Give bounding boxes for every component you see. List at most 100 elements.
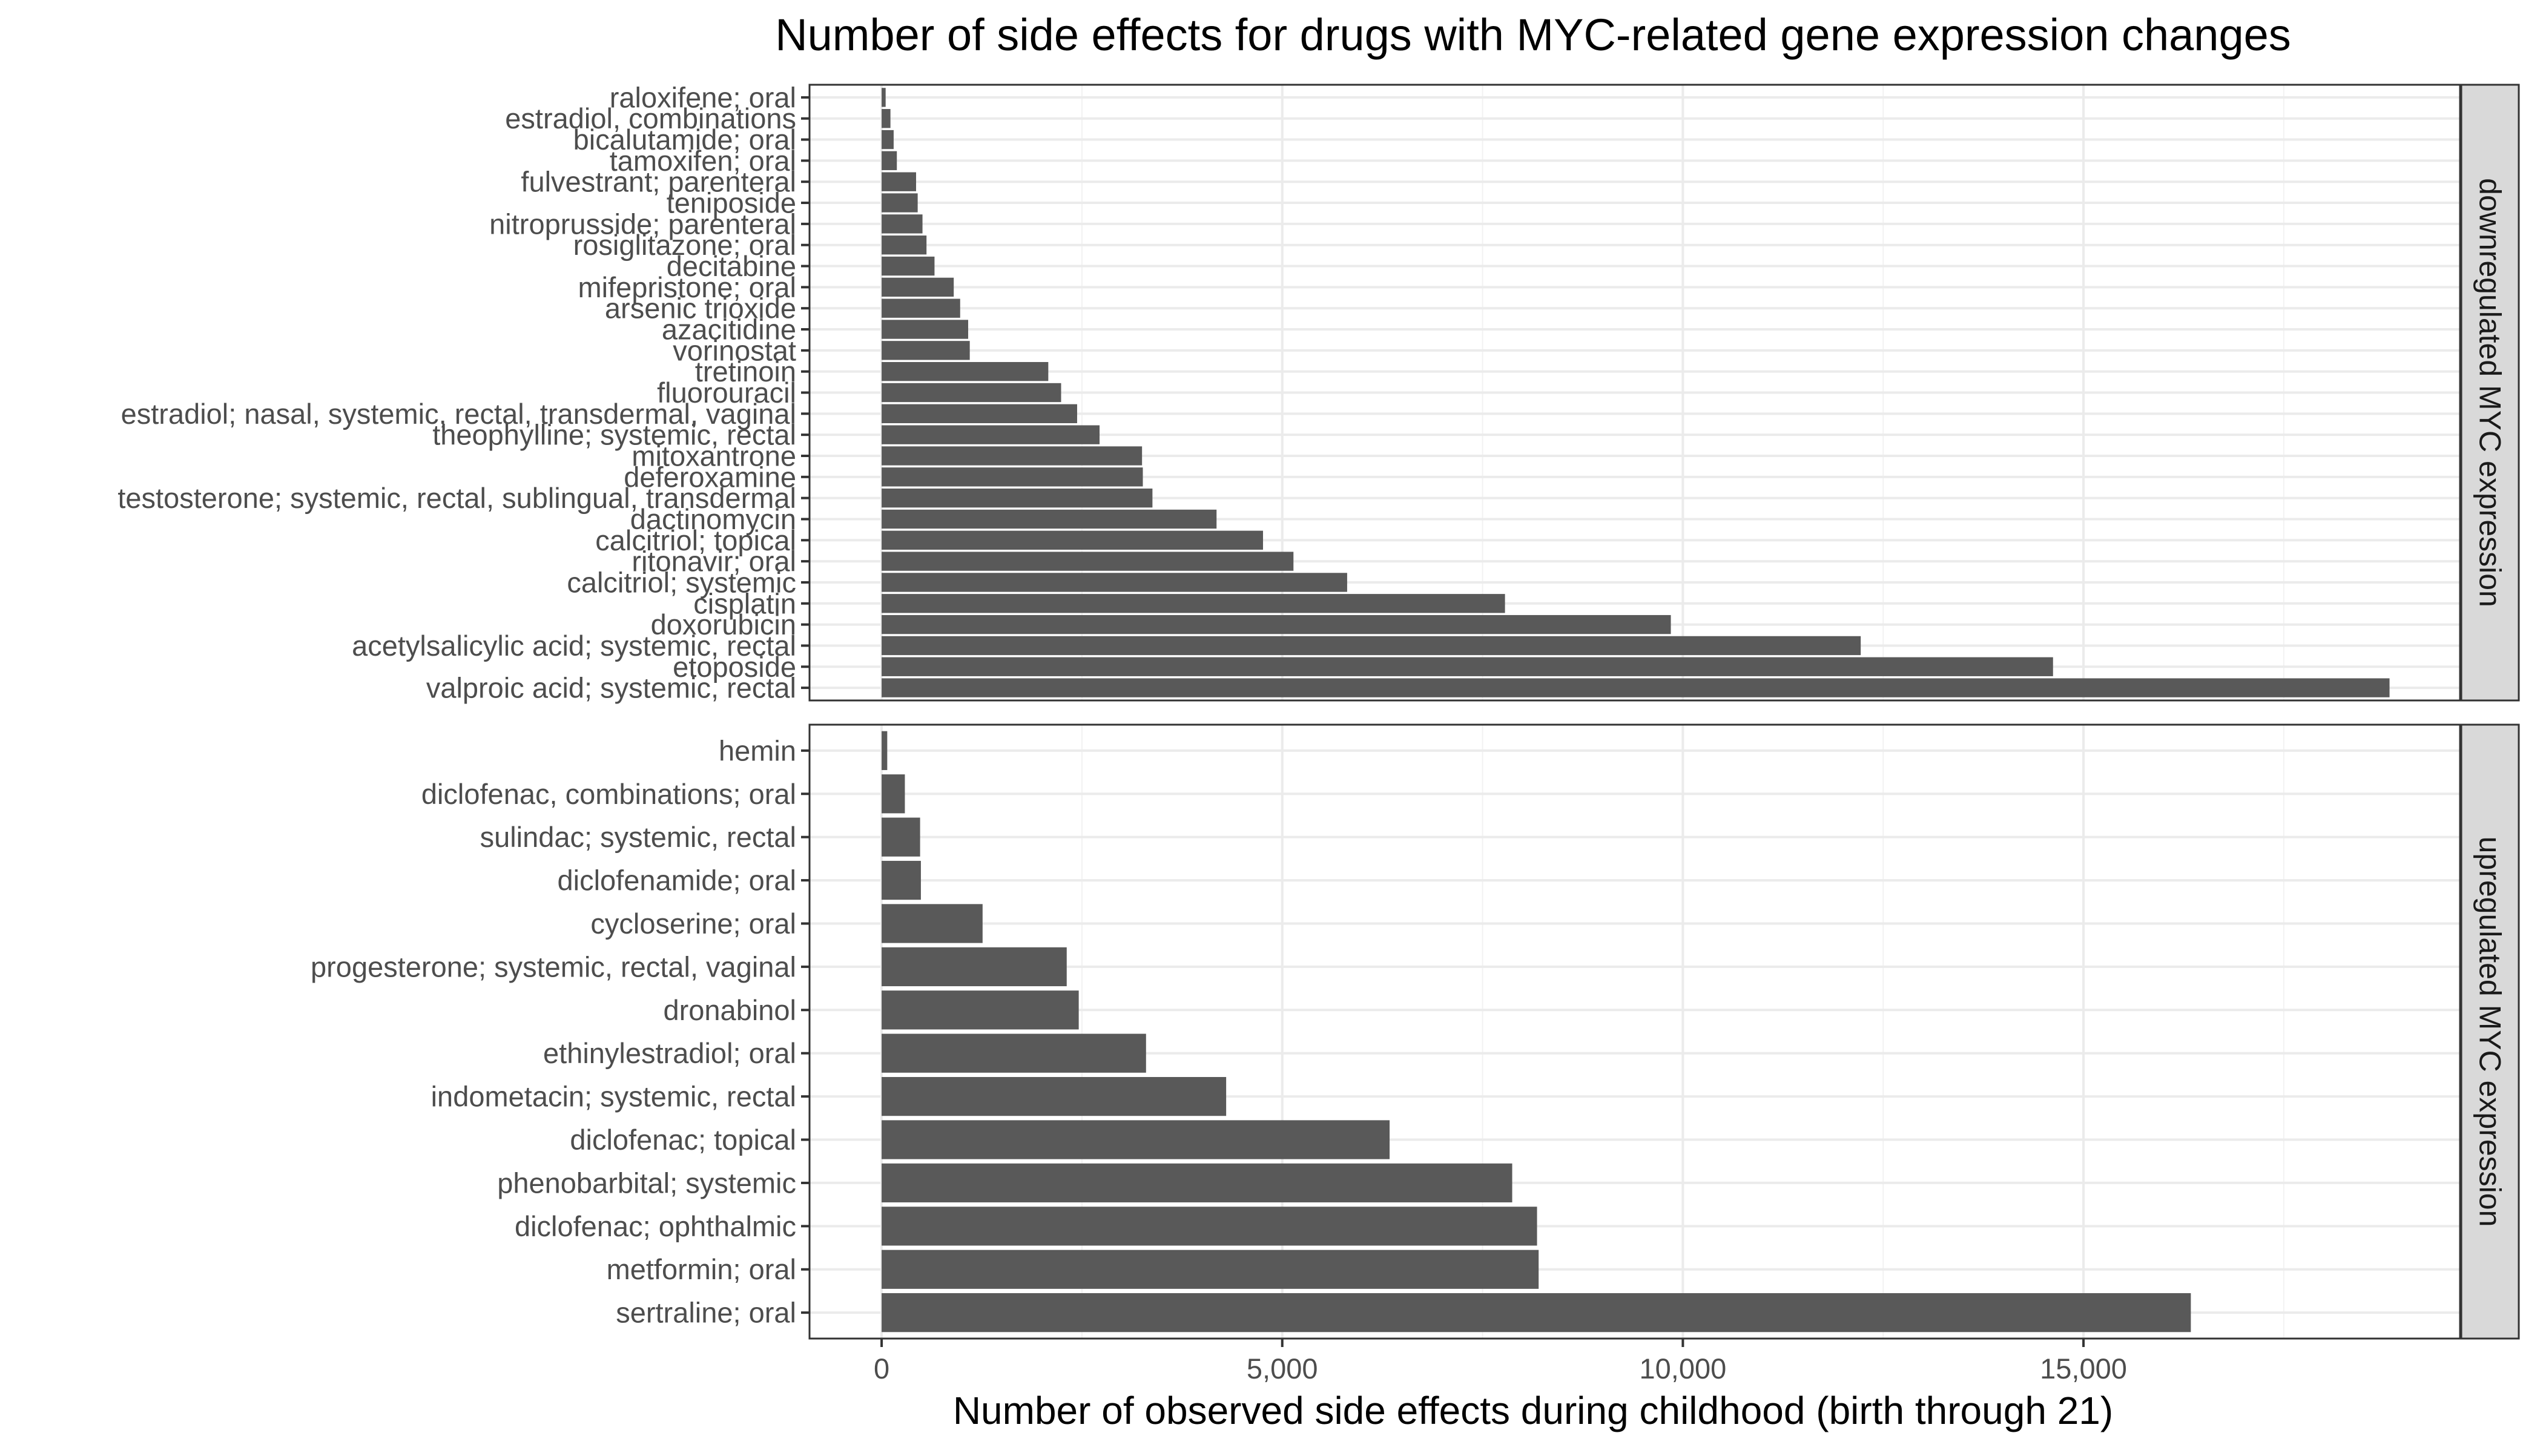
category-label: deferoxamine: [624, 461, 796, 493]
category-label: valproic acid; systemic, rectal: [426, 672, 796, 704]
category-label: tamoxifen; oral: [610, 145, 796, 177]
bar: [882, 594, 1505, 613]
category-label: mifepristone; oral: [578, 271, 797, 303]
x-tick-label: 5,000: [1247, 1352, 1318, 1385]
category-label: dactinomycin: [630, 503, 796, 535]
bar: [882, 109, 891, 128]
category-label: diclofenac; topical: [570, 1124, 796, 1156]
bar: [882, 1163, 1512, 1203]
bar: [882, 904, 983, 943]
bar: [882, 467, 1143, 487]
bar: [882, 341, 970, 360]
category-label: phenobarbital; systemic: [497, 1167, 796, 1199]
bar: [882, 1250, 1539, 1289]
bar: [882, 774, 905, 814]
category-label: decitabine: [667, 250, 796, 282]
bar: [882, 361, 1049, 381]
category-label: estradiol, combinations: [505, 102, 796, 134]
category-label: mitoxantrone: [632, 440, 796, 472]
bar: [882, 990, 1079, 1030]
category-label: diclofenac, combinations; oral: [421, 778, 796, 810]
bar: [882, 731, 888, 770]
category-label: cisplatin: [693, 587, 796, 619]
category-label: ritonavir; oral: [632, 545, 796, 578]
bar: [882, 404, 1077, 424]
bar: [882, 277, 954, 297]
category-label: teniposide: [667, 187, 796, 219]
x-axis-label: Number of observed side effects during c…: [953, 1389, 2113, 1432]
category-label: dronabinol: [663, 994, 796, 1026]
bar: [882, 636, 1861, 656]
category-label: vorinostat: [673, 334, 796, 366]
category-label: rosiglitazone; oral: [573, 229, 796, 261]
category-label: calcitriol; topical: [595, 524, 796, 556]
bar: [882, 151, 897, 171]
bar: [882, 1293, 2191, 1332]
category-label: ethinylestradiol; oral: [543, 1037, 796, 1069]
category-label: metformin; oral: [607, 1253, 796, 1285]
category-label: hemin: [719, 734, 796, 766]
category-label: sulindac; systemic, rectal: [480, 821, 796, 853]
bar: [882, 130, 894, 150]
category-label: etoposide: [673, 651, 796, 683]
category-label: diclofenamide; oral: [558, 865, 797, 897]
x-tick-label: 10,000: [1640, 1352, 1727, 1385]
bar: [882, 488, 1153, 508]
category-label: doxorubicin: [651, 608, 796, 641]
category-label: estradiol; nasal, systemic, rectal, tran…: [121, 398, 796, 430]
category-label: fluorouracil: [657, 377, 796, 409]
panel-background: [810, 725, 2460, 1339]
bar: [882, 817, 920, 857]
category-label: tretinoin: [695, 355, 796, 387]
category-label: calcitriol; systemic: [567, 566, 796, 598]
bar: [882, 947, 1067, 987]
x-tick-label: 15,000: [2040, 1352, 2127, 1385]
bar: [882, 1207, 1537, 1246]
category-label: nitroprusside; parenteral: [489, 208, 796, 240]
category-label: acetylsalicylic acid; systemic, rectal: [352, 630, 796, 662]
bar: [882, 860, 921, 900]
bar: [882, 1120, 1390, 1159]
bar: [882, 383, 1061, 403]
facet-strip: [2460, 723, 2520, 1340]
x-tick-label: 0: [874, 1352, 889, 1385]
category-label: theophylline; systemic, rectal: [432, 419, 796, 451]
category-label: progesterone; systemic, rectal, vaginal: [311, 950, 796, 983]
category-label: sertraline; oral: [616, 1297, 796, 1329]
category-label: testosterone; systemic, rectal, sublingu…: [117, 482, 796, 514]
bar: [882, 509, 1217, 529]
category-label: cycloserine; oral: [590, 908, 796, 940]
bar: [882, 214, 923, 234]
bar: [882, 657, 2053, 676]
panel-border: [808, 723, 2461, 1340]
bar: [882, 256, 935, 276]
bar: [882, 88, 886, 107]
category-label: indometacin; systemic, rectal: [431, 1081, 796, 1113]
panel-upregulated: hemin diclofenac, combinations; oral sulin…: [311, 723, 2520, 1340]
facet-strip: [2460, 84, 2520, 702]
bar: [882, 425, 1100, 444]
category-label: diclofenac; ophthalmic: [515, 1210, 796, 1242]
bar: [882, 1076, 1227, 1116]
category-label: raloxifene; oral: [610, 81, 796, 113]
bar: [882, 678, 2390, 697]
category-label: arsenic trioxide: [605, 292, 796, 324]
panel-border: [808, 84, 2461, 702]
bar: [882, 320, 969, 339]
x-axis: 0 5,000 10,000 15,000: [874, 1339, 2127, 1385]
facet-strip-label: downregulated MYC expression: [2473, 178, 2507, 607]
bar: [882, 298, 960, 318]
bar: [882, 614, 1671, 634]
facet-strip-label: upregulated MYC expression: [2473, 837, 2507, 1227]
bar: [882, 446, 1143, 466]
bar: [882, 193, 918, 212]
bar: [882, 172, 916, 191]
category-label: fulvestrant; parenteral: [521, 166, 796, 198]
bar: [882, 530, 1263, 550]
bar: [882, 552, 1294, 571]
category-label: azacitidine: [662, 314, 796, 346]
